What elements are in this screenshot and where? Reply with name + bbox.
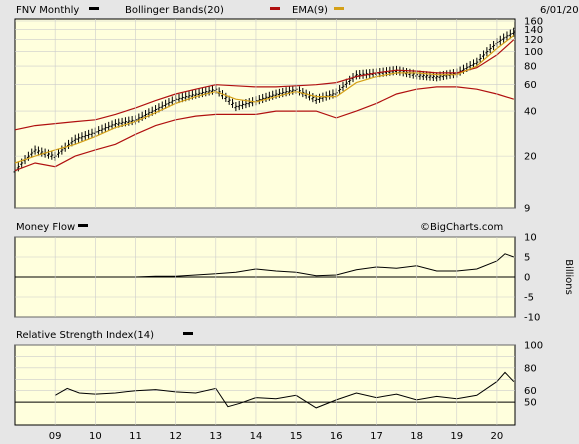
price-gridlines	[15, 20, 515, 209]
ema-line	[14, 35, 515, 164]
rsi-tick-label: 60	[524, 386, 537, 397]
money-flow-tick-label: 10	[524, 233, 537, 244]
rsi-tick-label: 80	[524, 363, 537, 374]
x-tick-label: 17	[370, 431, 383, 442]
price-tick-label: 100	[524, 47, 543, 58]
rsi-tick-label: 50	[524, 398, 537, 409]
price-tick-label: 140	[524, 25, 543, 36]
rsi-plot-area	[14, 344, 516, 426]
x-tick-label: 16	[330, 431, 343, 442]
x-tick-label: 15	[290, 431, 303, 442]
price-tick-label: 60	[524, 80, 537, 91]
bollinger-label: Bollinger Bands(20)	[125, 5, 224, 16]
x-tick-label: 14	[250, 431, 263, 442]
x-tick-label: 18	[410, 431, 423, 442]
rsi-title: Relative Strength Index(14)	[16, 330, 154, 341]
price-tick-label: 20	[524, 152, 537, 163]
bollinger-lower-line	[14, 86, 514, 172]
ema-label: EMA(9)	[292, 5, 328, 16]
x-tick-label: 13	[209, 431, 222, 442]
symbol-label: FNV Monthly	[16, 5, 79, 16]
x-tick-label: 10	[89, 431, 102, 442]
x-tick-label: 19	[450, 431, 463, 442]
price-tick-label: 40	[524, 107, 537, 118]
money-flow-tick-label: -10	[524, 313, 540, 324]
watermark: ©BigCharts.com	[420, 222, 503, 233]
price-tick-label: 160	[524, 16, 543, 27]
x-tick-label: 09	[49, 431, 62, 442]
money-flow-tick-label: -5	[524, 293, 534, 304]
x-tick-label: 20	[491, 431, 504, 442]
price-panel: FNV Monthly Bollinger Bands(20) EMA(9) 6…	[13, 5, 579, 215]
rsi-legend-swatch	[183, 332, 193, 335]
x-axis-labels: 09 10 11 12 13 14 15 16 17 18 19 20	[49, 19, 504, 442]
money-flow-unit-label: Billions	[563, 259, 574, 295]
price-tick-label: 80	[524, 62, 537, 73]
price-tick-label: 9	[524, 204, 530, 215]
x-tick-label: 11	[129, 431, 142, 442]
x-tick-label: 12	[169, 431, 182, 442]
ema-legend-swatch	[334, 7, 344, 10]
rsi-tick-label: 100	[524, 341, 543, 352]
money-flow-legend-swatch	[78, 224, 88, 227]
rsi-line	[54, 371, 515, 409]
bollinger-legend-swatch	[270, 7, 280, 10]
price-legend-swatch	[89, 7, 99, 10]
money-flow-panel: Money Flow ©BigCharts.com -10 -5 0 5 10 Bill…	[14, 222, 574, 324]
price-tick-label: 120	[524, 35, 543, 46]
money-flow-tick-label: 0	[524, 273, 530, 284]
money-flow-title: Money Flow	[16, 222, 75, 233]
chart-date: 6/01/20	[540, 5, 579, 16]
money-flow-tick-label: 5	[524, 253, 530, 264]
bollinger-upper-line	[14, 39, 515, 131]
money-flow-y-axis: -10 -5 0 5 10	[524, 233, 540, 324]
